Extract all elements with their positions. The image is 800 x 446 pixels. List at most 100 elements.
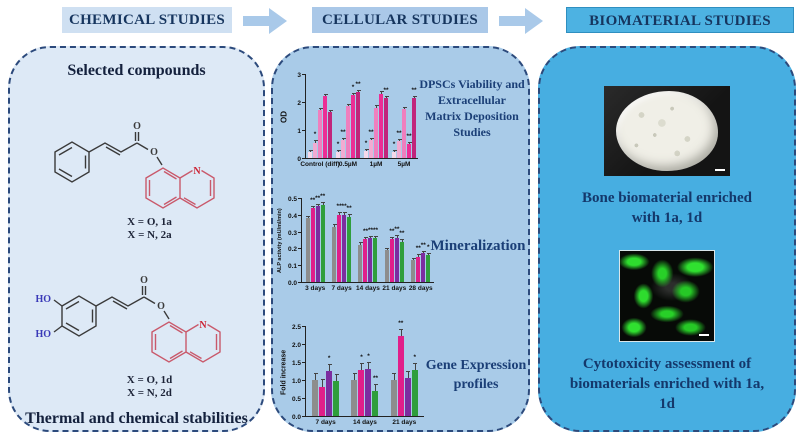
error-bar — [306, 215, 311, 219]
bar-magenta: * — [358, 354, 365, 416]
compound-1d-2d-labels: X = O, 1d X = N, 2d — [127, 374, 172, 400]
error-bar — [328, 109, 333, 112]
bar-group: ** ** ** 7 days — [331, 203, 352, 292]
carbonyl-o-label: O — [133, 121, 141, 132]
bar-purple: ** — [421, 242, 426, 282]
error-bar — [341, 137, 346, 140]
bar-control-gray — [390, 372, 397, 416]
gene-expression-bar-chart: Fold increase 0.0 0.5 1.0 1.5 2.0 2.5 * 7 days * *… — [279, 320, 424, 426]
x-category-label: 3 days — [305, 285, 326, 292]
significance-mark: ** — [372, 226, 378, 234]
x-category-label: 28 days — [408, 285, 433, 292]
bar-group: ** ** * 28 days — [409, 242, 433, 292]
bar-magenta-bright — [323, 94, 328, 158]
bar-control-gray — [305, 215, 311, 282]
significance-mark: * — [327, 354, 331, 362]
y-axis-label: OD — [279, 111, 289, 123]
error-bar — [346, 103, 351, 107]
significance-mark: ** — [389, 227, 395, 235]
bar-group: ** ** ** 21 days — [382, 226, 406, 292]
y-tick-mark — [302, 102, 305, 103]
plot-area: * Control (diff) * ** * ** 0.5µM * ** ** 1µM * ** ** *… — [300, 74, 418, 168]
viability-bar-chart: OD 0 1 2 3 * Control (diff) * ** * ** 0.5µM * ** ** 1µM… — [279, 72, 418, 168]
error-bar — [426, 252, 431, 256]
bar-pink-light: * — [313, 131, 318, 158]
bar-purple: * — [365, 353, 372, 416]
x-o-1d-label: X = O, 1d — [126, 374, 173, 386]
error-bar — [406, 371, 411, 379]
significance-mark: ** — [420, 241, 426, 249]
significance-mark: ** — [383, 86, 389, 94]
error-bar — [373, 383, 378, 391]
cellular-studies-panel: OD 0 1 2 3 * Control (diff) * ** * ** 0.5µM * ** ** 1µM… — [271, 46, 530, 432]
y-tick-label: 0.1 — [287, 263, 297, 271]
mineralization-bar-chart: ALP activity (mU/ml/min) 0.0 0.1 0.2 0.3 0.4 0… — [275, 193, 434, 292]
bar-pink-medium — [318, 108, 323, 158]
compound-structure-1d-2d: HO HO O O N — [35, 275, 221, 363]
error-bar — [373, 235, 378, 239]
bar-group: ** ** ** 3 days — [305, 193, 325, 292]
y-tick-mark — [298, 248, 301, 250]
y-axis-label: Fold increase — [280, 349, 288, 395]
y-tick-mark — [298, 265, 301, 267]
y-tick-mark — [302, 380, 305, 381]
scale-bar — [699, 334, 709, 336]
bar-purple: ** — [315, 195, 320, 282]
significance-mark: ** — [396, 129, 402, 137]
fluorescence-microscopy-image — [619, 250, 715, 342]
y-tick-mark — [302, 326, 305, 327]
x-category-label: 7 days — [331, 285, 352, 292]
bone-biomaterial-caption: Bone biomaterial enriched with 1a, 1d — [582, 190, 752, 226]
error-bar — [392, 372, 397, 380]
bar-group: ** * 21 days — [390, 320, 418, 426]
bar-pink-light: ** — [340, 129, 346, 158]
bar-magenta: ** — [310, 197, 316, 282]
error-bar — [374, 105, 379, 108]
x-category-label: 7 days — [315, 419, 336, 426]
error-bar — [311, 205, 316, 209]
bar-magenta-dark — [328, 109, 333, 158]
header-cellular-studies: CELLULAR STUDIES — [312, 7, 488, 33]
bar-group: * ** ** 1µM — [364, 87, 389, 168]
x-category-label: 21 days — [382, 285, 407, 292]
error-bar — [342, 212, 347, 215]
scale-bar — [715, 169, 725, 171]
y-tick-label: 1.5 — [291, 360, 301, 367]
x-category-label: 0.5µM — [338, 161, 358, 168]
bar-magenta-bright: * — [351, 84, 356, 158]
significance-mark: ** — [346, 204, 352, 212]
bar-magenta: ** — [363, 228, 368, 282]
ester-o-label: O — [157, 301, 165, 312]
error-bar — [327, 363, 332, 371]
y-tick-label: 2 — [297, 100, 301, 107]
plot-area: ** ** ** 3 days ** ** ** 7 days ** ** ** 14 days ** *… — [301, 193, 434, 292]
bar-magenta: ** — [416, 245, 421, 282]
bar-control-gray — [384, 247, 390, 282]
y-tick-label: 2.5 — [291, 324, 301, 331]
significance-mark: ** — [362, 227, 368, 235]
significance-mark: ** — [398, 319, 404, 327]
bar-pink-medium — [402, 106, 407, 158]
y-tick-mark — [302, 416, 305, 417]
error-bar — [413, 362, 418, 370]
y-axis: 0.0 0.1 0.2 0.3 0.4 0.5 — [285, 196, 301, 287]
y-tick-mark — [302, 130, 305, 131]
y-tick-label: 0.3 — [287, 229, 297, 237]
bar-pink-lightest: * — [364, 140, 369, 158]
gene-expression-label: Gene Expression profiles — [425, 358, 527, 392]
error-bar — [364, 148, 369, 151]
bar-green: ** — [399, 230, 404, 282]
error-bar — [347, 213, 352, 217]
significance-mark: * — [351, 83, 355, 91]
error-bar — [411, 257, 416, 261]
thermal-stability-text: Thermal and chemical stabilities — [25, 410, 248, 427]
y-axis: 0 1 2 3 — [289, 72, 305, 163]
significance-mark: ** — [320, 193, 326, 201]
bar-green: ** — [372, 375, 379, 416]
ester-o-label: O — [150, 147, 158, 158]
y-tick-label: 3 — [297, 72, 301, 79]
significance-mark: ** — [411, 86, 417, 94]
error-bar — [356, 89, 361, 93]
carbonyl-o-label: O — [140, 275, 148, 286]
significance-mark: * — [413, 353, 417, 361]
